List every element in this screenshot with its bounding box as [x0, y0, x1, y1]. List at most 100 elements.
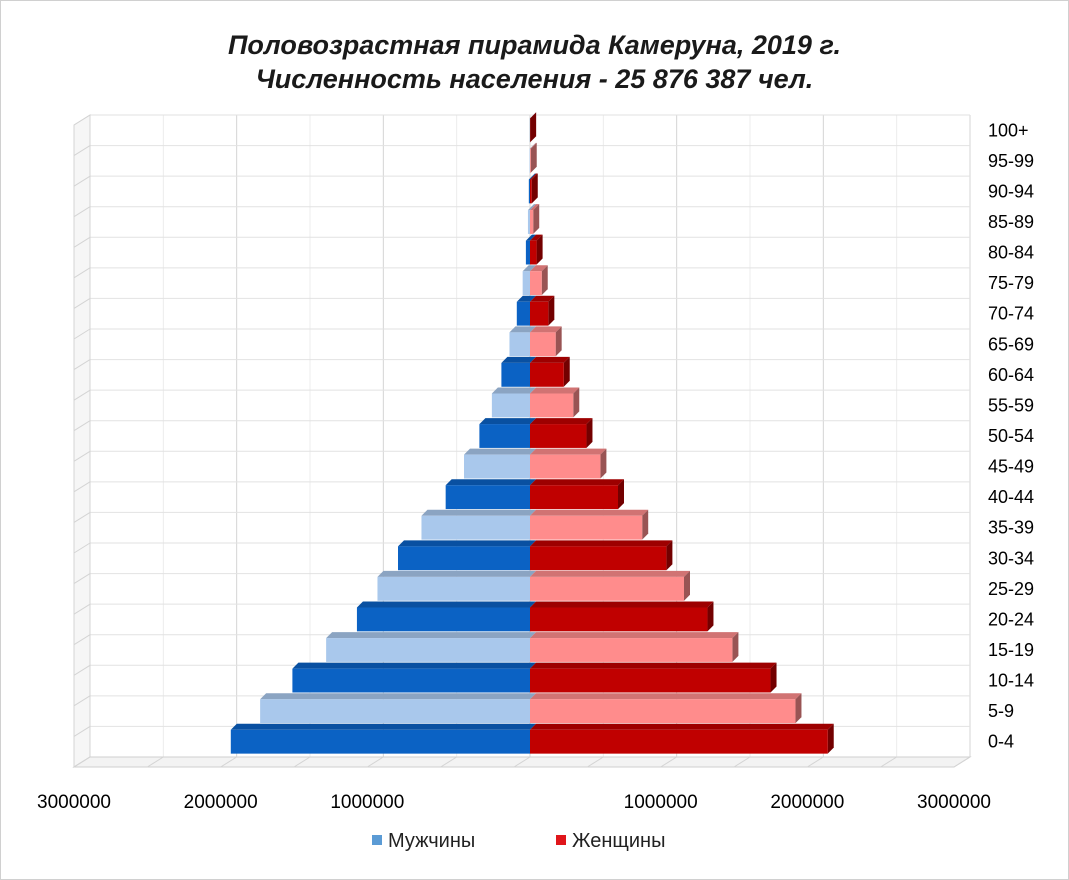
- female-bar: [530, 240, 537, 265]
- grid-line: [807, 756, 824, 768]
- female-bar-top: [530, 448, 607, 455]
- female-bar-top: [530, 509, 649, 516]
- female-bar-top: [530, 326, 562, 333]
- category-label: 55-59: [988, 395, 1034, 415]
- male-bar: [326, 638, 530, 662]
- category-label: 60-64: [988, 365, 1034, 385]
- male-bar-top: [529, 142, 536, 149]
- male-bar-top: [464, 448, 536, 455]
- grid-line: [73, 359, 91, 370]
- grid-line: [73, 664, 91, 676]
- male-bar: [509, 332, 530, 357]
- female-bar-top: [530, 723, 834, 730]
- legend-male-swatch: [372, 834, 382, 845]
- category-label: 50-54: [988, 426, 1034, 446]
- female-bar: [530, 485, 618, 510]
- grid-line: [293, 756, 311, 768]
- legend-male-label: Мужчины: [388, 830, 476, 852]
- grid-line: [73, 726, 91, 737]
- male-bar-top: [421, 509, 536, 516]
- female-bar: [530, 210, 534, 234]
- female-bar: [530, 362, 564, 387]
- male-bar: [527, 210, 530, 234]
- grid-line: [73, 236, 91, 248]
- female-bar-side: [618, 479, 624, 510]
- male-bar: [356, 607, 530, 632]
- male-bar: [516, 301, 530, 326]
- female-bar: [530, 699, 796, 724]
- grid-line: [73, 114, 91, 126]
- grid-line: [147, 756, 164, 768]
- female-bar: [530, 546, 667, 571]
- grid-line: [73, 573, 91, 584]
- female-bar: [530, 729, 828, 754]
- grid-line: [73, 756, 91, 768]
- category-label: 40-44: [988, 487, 1034, 507]
- male-bar: [501, 362, 530, 387]
- category-label: 0-4: [988, 732, 1014, 752]
- grid-line: [880, 756, 897, 768]
- female-bar-top: [530, 632, 739, 639]
- female-bar-top: [530, 540, 673, 547]
- legend-female: Женщины: [556, 830, 665, 853]
- grid-line: [73, 542, 91, 554]
- female-bar-side: [533, 204, 540, 234]
- grid-line: [73, 450, 91, 462]
- category-label: 95-99: [988, 151, 1034, 171]
- male-bar-top: [356, 601, 536, 608]
- male-bar-top: [398, 540, 536, 547]
- female-bar-top: [530, 295, 555, 302]
- male-bar: [377, 576, 530, 601]
- grid-line: [513, 756, 531, 768]
- female-bar-top: [530, 173, 538, 180]
- male-bar-top: [527, 204, 536, 211]
- male-bar-top: [326, 632, 536, 639]
- grid-line: [73, 420, 91, 432]
- category-label: 90-94: [988, 181, 1034, 201]
- female-bar: [530, 638, 733, 662]
- male-bar: [491, 393, 530, 418]
- category-label: 5-9: [988, 701, 1014, 721]
- female-bar: [530, 179, 532, 204]
- female-bar-top: [530, 234, 543, 241]
- x-tick-label: 1000000: [624, 792, 698, 813]
- grid-line: [73, 145, 91, 156]
- grid-line: [73, 481, 91, 493]
- male-bar: [479, 424, 530, 448]
- grid-line: [440, 756, 457, 768]
- male-bar: [525, 240, 530, 265]
- side-wall: [73, 114, 91, 768]
- female-bar: [530, 332, 556, 357]
- category-label: 35-39: [988, 518, 1034, 538]
- male-bar: [421, 515, 530, 540]
- male-bar: [398, 546, 530, 571]
- legend-male: Мужчины: [372, 830, 475, 853]
- female-bar-top: [530, 356, 570, 363]
- female-bar: [530, 515, 643, 540]
- grid-line: [73, 603, 91, 615]
- female-bar-side: [684, 570, 690, 601]
- grid-line: [73, 634, 91, 646]
- male-bar-top: [501, 356, 536, 363]
- grid-line: [73, 267, 91, 279]
- male-bar-top: [260, 693, 536, 700]
- female-bar-side: [642, 509, 649, 540]
- female-bar: [530, 454, 601, 479]
- female-bar-side: [531, 173, 538, 204]
- female-bar-top: [530, 601, 714, 608]
- grid-line: [73, 175, 91, 187]
- category-label: 20-24: [988, 609, 1034, 629]
- female-bar-top: [530, 142, 537, 149]
- category-label: 100+: [988, 120, 1029, 140]
- male-bar: [528, 179, 530, 204]
- grid-line: [73, 206, 91, 218]
- female-bar-top: [530, 112, 537, 119]
- female-bar-side: [770, 662, 777, 693]
- female-bar: [530, 607, 708, 632]
- female-bar-top: [530, 693, 802, 700]
- female-bar-side: [555, 326, 562, 357]
- male-bar: [445, 485, 530, 510]
- female-bar-side: [548, 295, 555, 326]
- female-bar-side: [666, 540, 673, 571]
